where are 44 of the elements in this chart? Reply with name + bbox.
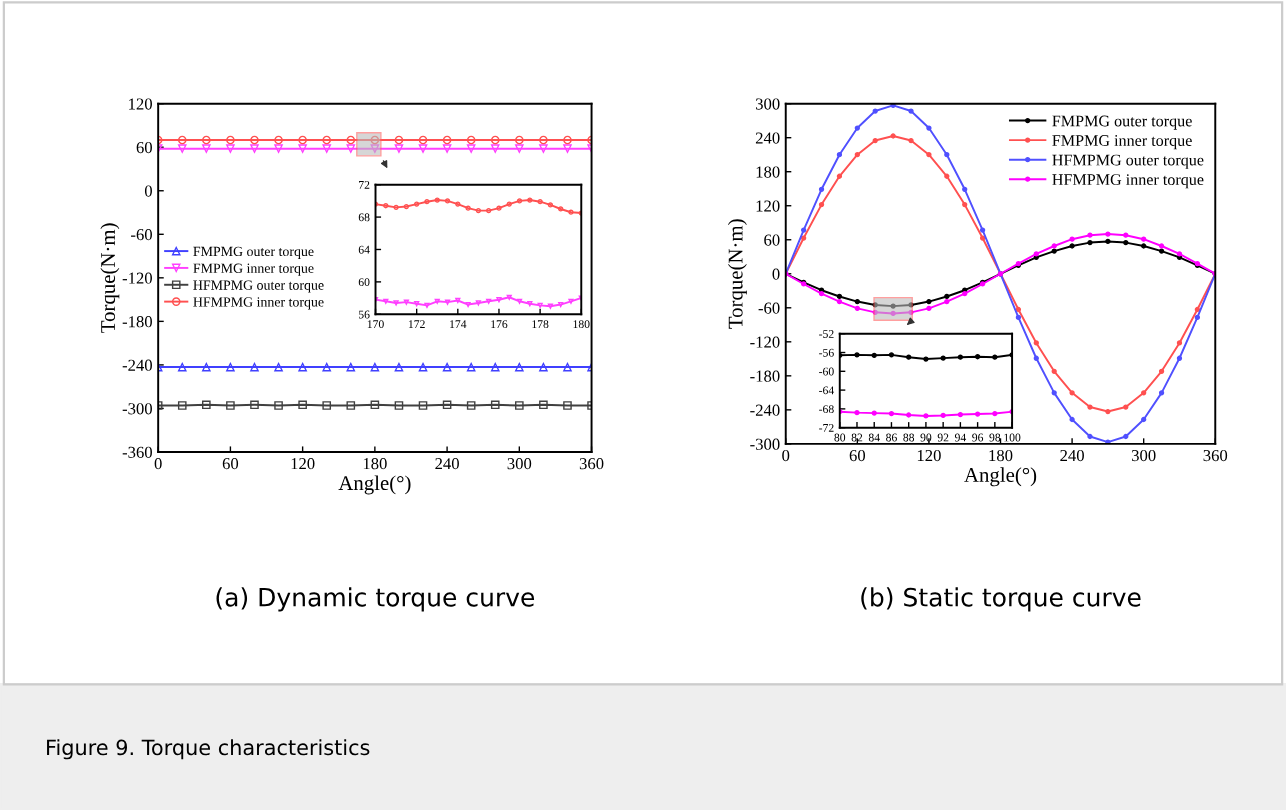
legend-label: FMPMG outer torque [1052, 115, 1192, 130]
x-tick-label: 180 [989, 449, 1013, 462]
y-tick-label: -180 [122, 316, 152, 328]
y-tick-label: -60 [131, 228, 152, 241]
y-tick-label: -120 [122, 272, 152, 284]
x-tick-label: 300 [1131, 449, 1156, 462]
x-tick-label: 120 [291, 458, 315, 470]
x-tick-label: 60 [222, 458, 239, 470]
y-tick-label: -240 [750, 404, 780, 416]
y-tick-label: 60 [136, 141, 152, 154]
x-tick-label: 240 [1060, 449, 1084, 462]
text: (b) Static torque curve [861, 587, 1141, 612]
legend-label: HFMPMG inner torque [1052, 174, 1204, 189]
x-tick-label: 240 [435, 458, 459, 470]
y-tick-label: -180 [750, 370, 780, 382]
x-tick-label: 60 [849, 449, 866, 462]
y-tick-label: 240 [755, 132, 780, 144]
y-tick-label: -60 [758, 302, 780, 314]
y-tick-label: -240 [122, 359, 152, 371]
y-tick-label: -360 [122, 446, 152, 458]
y-tick-label: 300 [755, 98, 780, 110]
legend-label: HFMPMG outer torque [1052, 154, 1204, 169]
y-axis-title: Torque(N·m) [727, 219, 747, 329]
legend-label: FMPMG inner torque [1052, 135, 1192, 150]
y-tick-label: 60 [764, 234, 780, 246]
x-tick-label: 300 [507, 458, 532, 470]
y-tick-label: -300 [122, 403, 152, 415]
x-tick-label: 0 [782, 449, 790, 462]
x-tick-label: 360 [1203, 449, 1228, 462]
y-tick-label: -300 [750, 438, 780, 450]
y-tick-label: -120 [750, 336, 780, 348]
x-axis-title: Angle(°) [964, 467, 1037, 487]
x-tick-label: 0 [154, 458, 162, 470]
text: (a) Dynamic torque curve [216, 587, 535, 612]
y-tick-label: 120 [756, 200, 780, 212]
caption: Figure 9. Torque characteristics [47, 739, 370, 760]
y-tick-label: 180 [756, 166, 780, 178]
y-tick-label: 120 [129, 98, 152, 110]
y-tick-label: 0 [772, 268, 780, 280]
y-tick-label: 0 [144, 185, 152, 197]
x-tick-label: 120 [917, 449, 941, 462]
y-axis-title: Torque(N·m) [100, 223, 120, 333]
x-axis-title: Angle(°) [338, 475, 411, 495]
x-tick-label: 360 [579, 458, 604, 470]
